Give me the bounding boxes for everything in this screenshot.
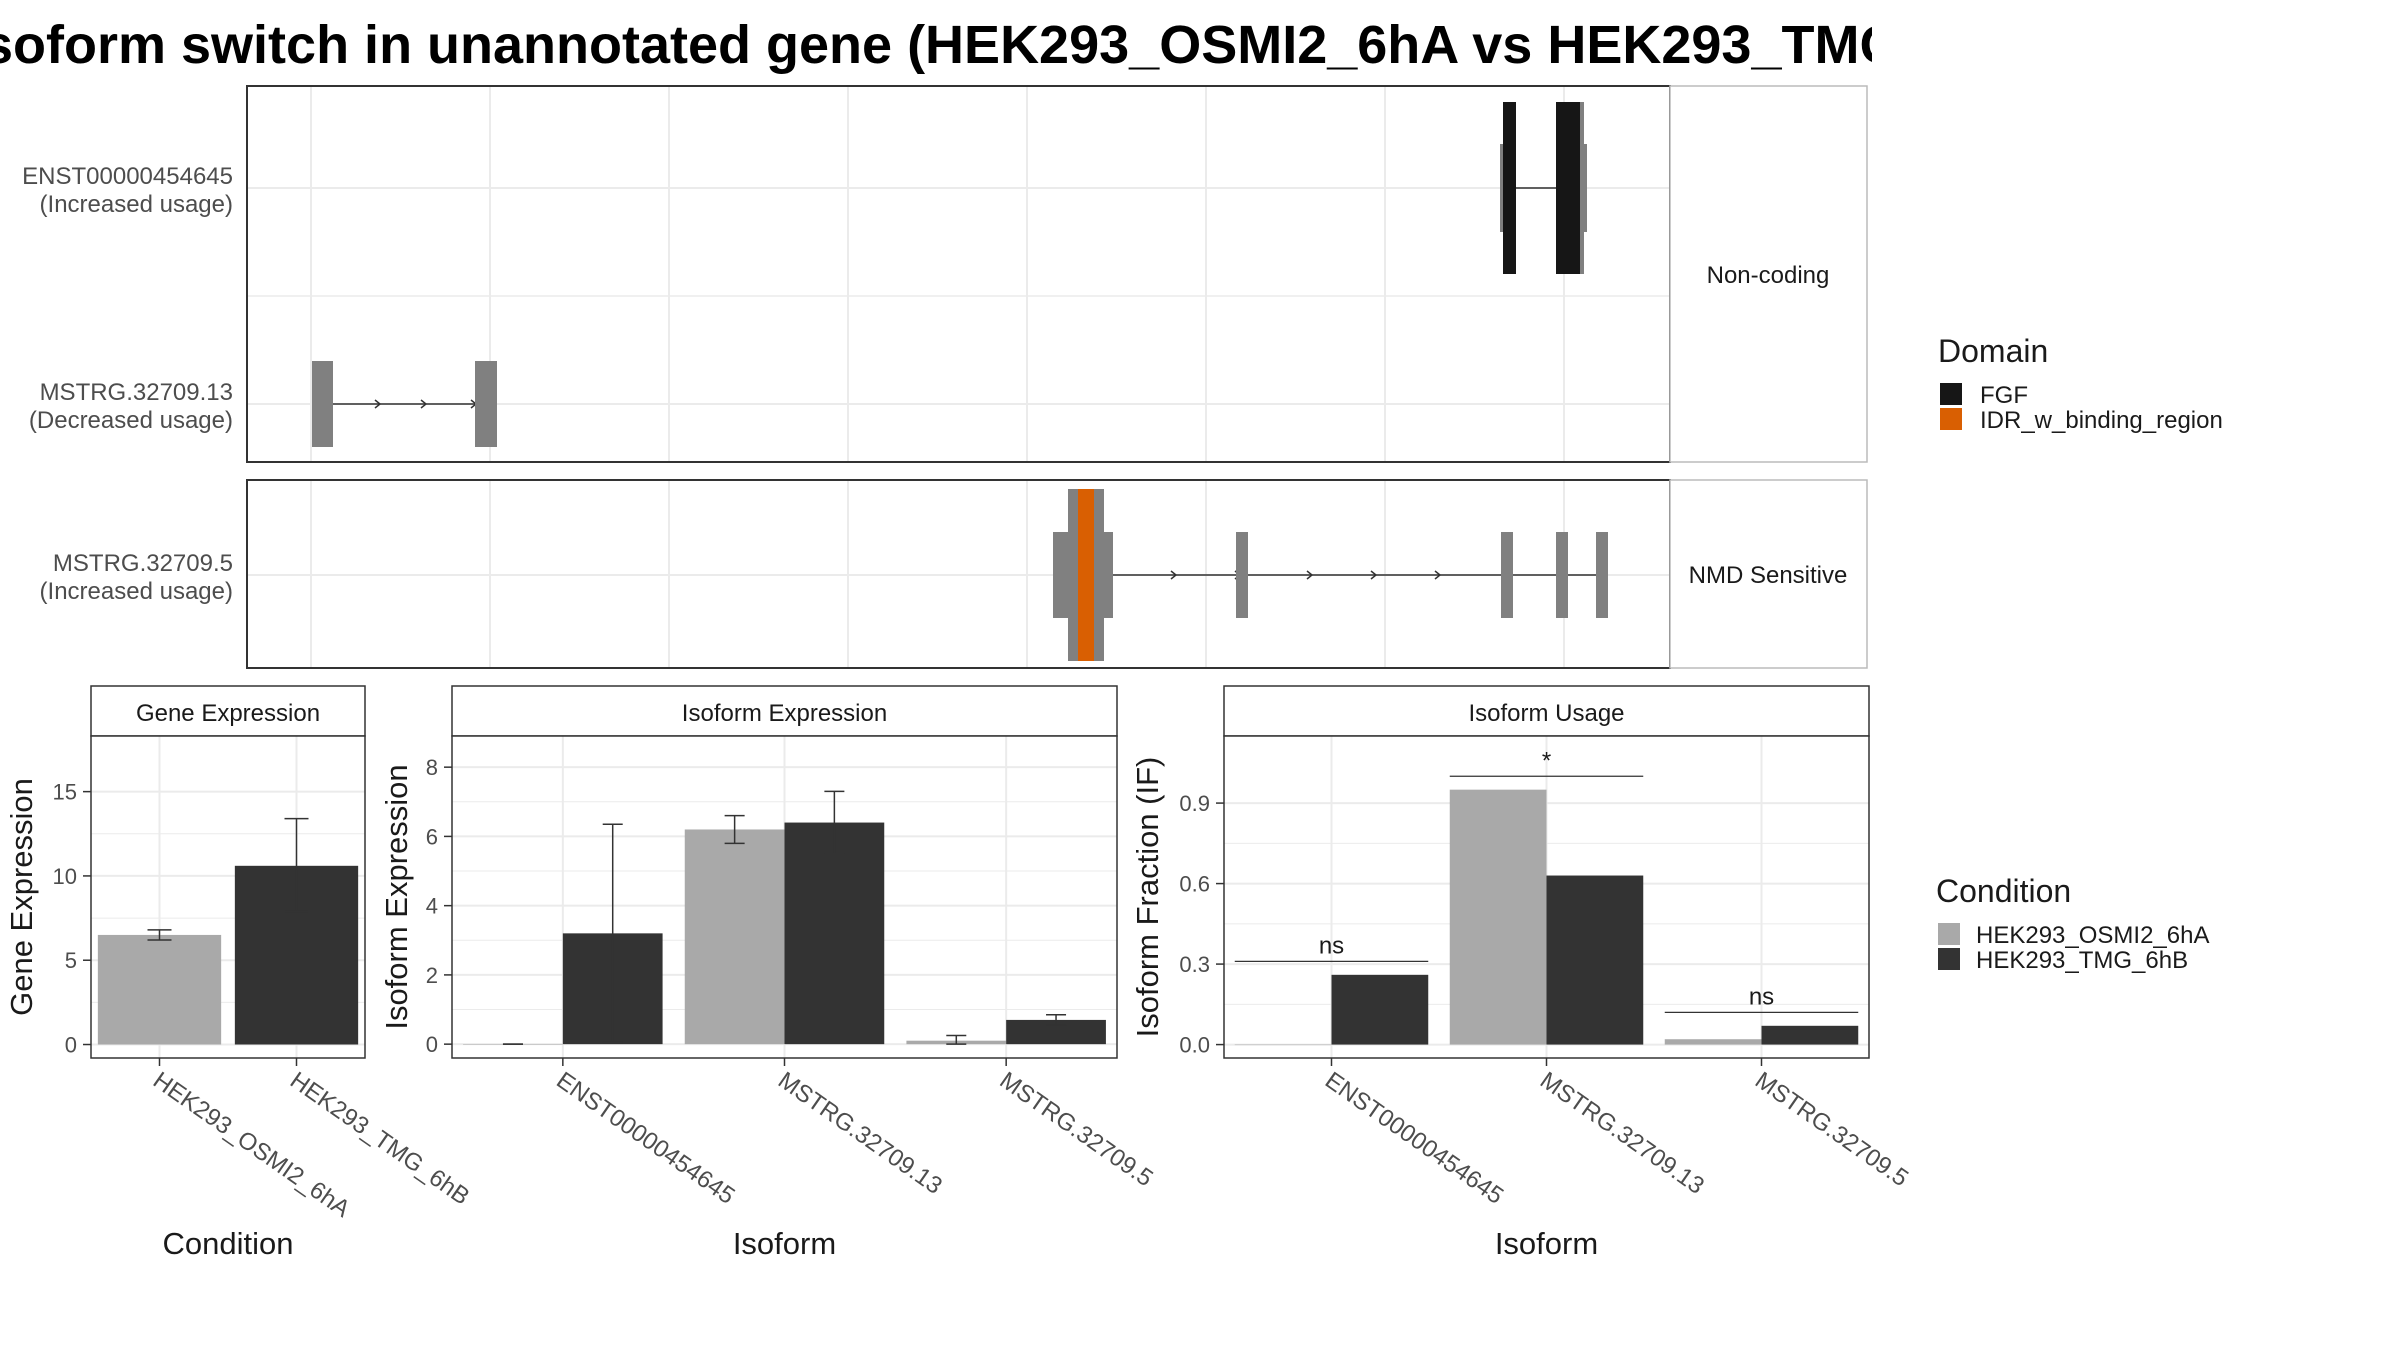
intron-direction-arrow [1306, 570, 1314, 580]
exon [1068, 489, 1078, 661]
intron-direction-arrow [1434, 570, 1442, 580]
transcript-usage-label: (Increased usage) [40, 191, 233, 218]
y-tick-label: 0.3 [1179, 952, 1210, 977]
exon [1596, 532, 1608, 618]
transcript-facet-1: Non-coding ENST00000454645(Increased usag… [22, 85, 1868, 463]
y-tick-label: 0.6 [1179, 872, 1210, 897]
y-tick-label: 6 [426, 824, 438, 849]
utr-exon [1500, 144, 1504, 232]
transcript-usage-label: (Increased usage) [40, 578, 233, 605]
utr-exon [1053, 532, 1069, 618]
y-tick-label: 5 [65, 948, 77, 973]
condition-legend-label: HEK293_TMG_6hB [1976, 947, 2188, 974]
significance-label: ns [1319, 932, 1344, 959]
domain-legend-label: IDR_w_binding_region [1980, 407, 2223, 434]
y-tick-label: 4 [426, 894, 438, 919]
bar [784, 822, 885, 1045]
x-axis-title: Isoform [733, 1226, 836, 1261]
condition-legend-title: Condition [1936, 873, 2071, 909]
intron-direction-arrow [374, 399, 382, 409]
bar [1234, 1044, 1332, 1046]
figure-title: Isoform switch in unannotated gene (HEK2… [0, 14, 1872, 76]
domain-legend-key [1940, 408, 1962, 430]
transcript-track-mstrg-32709-5 [1053, 489, 1608, 661]
chart-panel-1: Gene Expression051015HEK293_OSMI2_6hAHEK… [4, 685, 474, 1261]
chart-panel-3: Isoform Usage ns * ns 0.0 0.3 0.6 0.9 ENST000004… [1130, 685, 1913, 1261]
y-axis-title: Isoform Fraction (IF) [1130, 757, 1165, 1038]
facet-strip-label: NMD Sensitive [1689, 562, 1848, 589]
exon [312, 361, 333, 447]
significance-label: * [1542, 747, 1551, 774]
figure-title-text: Isoform switch in unannotated gene (HEK2… [0, 15, 1872, 75]
y-tick-label: 0.0 [1179, 1033, 1210, 1058]
idr-binding-region [1078, 489, 1094, 661]
significance-label: ns [1749, 983, 1774, 1010]
intron-direction-arrow [1170, 570, 1178, 580]
panel-title: Isoform Usage [1468, 700, 1624, 727]
panel-title: Isoform Expression [682, 700, 887, 727]
x-tick-label: MSTRG.32709.13 [1535, 1067, 1709, 1200]
bar [1761, 1025, 1859, 1045]
y-axis-title: Gene Expression [4, 778, 39, 1016]
utr-exon [1580, 102, 1584, 274]
y-tick-label: 0.9 [1179, 791, 1210, 816]
utr-exon [1103, 532, 1113, 618]
x-tick-label: MSTRG.32709.5 [995, 1067, 1158, 1192]
bar [1664, 1039, 1762, 1045]
x-tick-label: MSTRG.32709.5 [1750, 1067, 1913, 1192]
bar [1546, 875, 1644, 1045]
condition-legend-key [1938, 948, 1960, 970]
domain-legend-title: Domain [1938, 333, 2048, 369]
plot-border [90, 735, 366, 1059]
y-axis-title: Isoform Expression [379, 764, 414, 1029]
fgf-domain-exon [1503, 102, 1516, 274]
exon [1501, 532, 1513, 618]
exon [475, 361, 497, 447]
bar [684, 829, 785, 1045]
transcript-track-enst00000454645 [1500, 102, 1587, 274]
y-tick-label: 8 [426, 755, 438, 780]
facet-strip [1669, 85, 1868, 463]
panel-strip [1223, 685, 1870, 737]
y-tick-label: 0 [65, 1033, 77, 1058]
domain-legend-key [1940, 383, 1962, 405]
facet-strip-label: Non-coding [1707, 262, 1830, 289]
x-axis-title: Condition [163, 1226, 294, 1261]
y-tick-label: 0 [426, 1032, 438, 1057]
exon [1094, 489, 1104, 661]
facet-strip [1669, 479, 1868, 669]
transcript-name-label: MSTRG.32709.5 [53, 550, 233, 577]
transcript-facet-2: NMD Sensitive MSTRG.32709.5(Increased usa… [40, 479, 1868, 669]
bar [1331, 974, 1429, 1045]
condition-legend-label: HEK293_OSMI2_6hA [1976, 922, 2209, 949]
intron-direction-arrow [1370, 570, 1378, 580]
panel-title: Gene Expression [136, 700, 320, 727]
bar [1449, 789, 1547, 1045]
bar-charts: Gene Expression051015HEK293_OSMI2_6hAHEK… [4, 685, 1913, 1261]
transcript-name-label: MSTRG.32709.13 [40, 379, 233, 406]
intron-direction-arrow [420, 399, 428, 409]
domain-legend-label: FGF [1980, 382, 2028, 409]
transcript-name-label: ENST00000454645 [22, 163, 233, 190]
fgf-domain-exon [1556, 102, 1583, 274]
transcript-track-mstrg-32709-13 [312, 361, 497, 447]
x-axis-title: Isoform [1495, 1226, 1598, 1261]
x-tick-label: ENST00000454645 [1320, 1067, 1508, 1210]
facet-background [247, 86, 1670, 462]
exon [1236, 532, 1248, 618]
bar [97, 934, 222, 1045]
y-tick-label: 2 [426, 963, 438, 988]
condition-legend-key [1938, 923, 1960, 945]
transcript-usage-label: (Decreased usage) [29, 407, 233, 434]
y-tick-label: 15 [53, 780, 77, 805]
x-tick-label: ENST00000454645 [551, 1067, 739, 1210]
utr-exon [1583, 144, 1587, 232]
x-tick-label: MSTRG.32709.13 [773, 1067, 947, 1200]
chart-panel-2: Isoform Expression 0 2 4 6 8 ENST00000454645 MS… [379, 685, 1158, 1261]
exon [1556, 532, 1568, 618]
y-tick-label: 10 [53, 864, 77, 889]
